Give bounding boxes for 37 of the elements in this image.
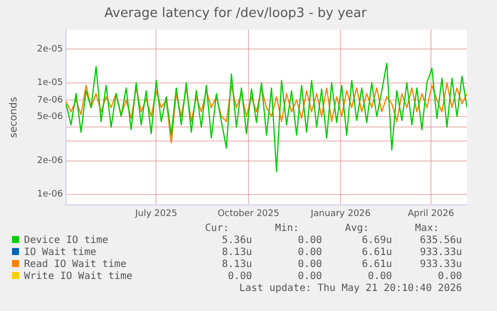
text: Max: [414,222,440,234]
text: 8.13u [220,246,252,258]
text: Avg: [344,222,370,234]
y-tick-label: 7e-06 [37,95,64,106]
legend-label: Device IO time [23,234,110,246]
text: 5.36u [220,234,252,246]
text: Last update: Thu May 21 20:10:40 2026 [238,282,462,294]
text: Cur: [204,222,230,234]
text: 6.69u [360,234,392,246]
text: 0.00 [436,270,462,282]
chart-title: Average latency for /dev/loop3 - by year [104,6,368,22]
y-tick-label: 2e-06 [37,156,64,166]
y-tick-label: 1e-05 [37,78,63,88]
text: 635.56u [418,234,462,246]
text: 0.00 [226,270,252,282]
text: 0.00 [366,270,392,282]
x-tick-label: July 2025 [134,208,178,219]
x-tick-label: October 2025 [218,208,280,219]
text: 933.33u [418,246,462,258]
text: 0.00 [296,270,322,282]
x-tick-label: April 2026 [408,208,454,219]
text: 6.61u [360,258,392,270]
y-tick-label: 5e-06 [37,112,64,122]
y-tick-label: 2e-05 [37,44,63,55]
text: 0.00 [296,246,322,258]
legend-label: IO Wait time [23,246,98,258]
text: 8.13u [220,258,252,270]
legend-label: Read IO Wait time [23,258,128,270]
text: Min: [274,222,300,234]
text: 933.33u [418,258,462,270]
y-axis-title: seconds [8,96,20,138]
x-tick-label: January 2026 [310,208,371,219]
legend-label: Write IO Wait time [23,270,134,282]
y-tick-label: 1e-06 [37,190,64,200]
text: 6.61u [360,246,392,258]
text: 0.00 [296,258,322,270]
text: 0.00 [296,234,322,246]
